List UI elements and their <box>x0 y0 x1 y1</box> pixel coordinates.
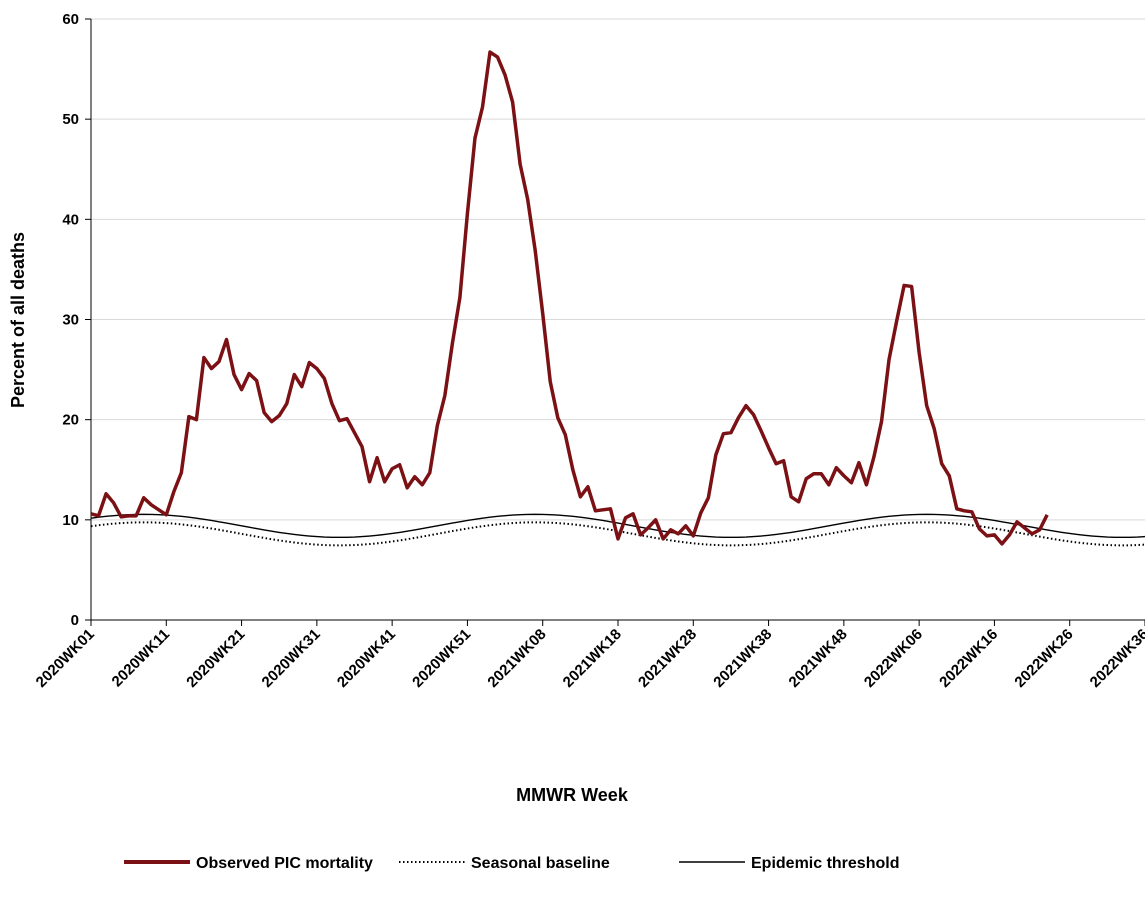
y-tick-label: 10 <box>62 512 79 529</box>
x-tick-label: 2022WK36 <box>1087 626 1145 691</box>
y-tick-label: 60 <box>62 11 79 28</box>
series-layer <box>90 50 1145 547</box>
x-tick-label: 2020WK31 <box>259 626 324 691</box>
x-tick-label: 2021WK28 <box>635 626 700 691</box>
x-tick-label: 2020WK01 <box>33 626 98 691</box>
legend-label: Observed PIC mortality <box>196 855 373 872</box>
series-line-epidemic-threshold <box>90 513 1145 539</box>
x-tick-label: 2021WK08 <box>484 626 549 691</box>
legend-label: Epidemic threshold <box>751 855 899 872</box>
x-tick-label: 2020WK41 <box>334 626 399 691</box>
series-line-observed-pic-mortality <box>90 50 1049 546</box>
x-tick-label: 2022WK26 <box>1011 626 1076 691</box>
y-tick-label: 50 <box>62 111 79 128</box>
legend: Observed PIC mortality Seasonal baseline E… <box>124 855 899 872</box>
legend-label: Seasonal baseline <box>471 855 610 872</box>
x-axis-ticks: 2020WK01 2020WK11 2020WK21 2020WK31 2020WK41… <box>33 620 1145 691</box>
y-axis-ticks: 0 10 20 30 40 50 60 <box>62 11 91 629</box>
y-tick-label: 30 <box>62 312 79 329</box>
x-tick-label: 2020WK11 <box>109 626 174 691</box>
x-tick-label: 2021WK38 <box>710 626 775 691</box>
x-tick-label: 2020WK51 <box>409 626 474 691</box>
x-tick-label: 2021WK18 <box>560 626 625 691</box>
x-tick-label: 2022WK16 <box>936 626 1001 691</box>
x-tick-label: 2020WK21 <box>183 626 248 691</box>
x-axis-title: MMWR Week <box>516 785 629 805</box>
y-axis-title: Percent of all deaths <box>8 232 28 408</box>
x-tick-label: 2022WK06 <box>861 626 926 691</box>
y-tick-label: 40 <box>62 211 79 228</box>
y-tick-label: 0 <box>71 612 79 629</box>
gridlines <box>91 18 1145 521</box>
x-tick-label: 2021WK48 <box>786 626 851 691</box>
series-line-seasonal-baseline <box>90 521 1145 547</box>
y-tick-label: 20 <box>62 412 79 429</box>
